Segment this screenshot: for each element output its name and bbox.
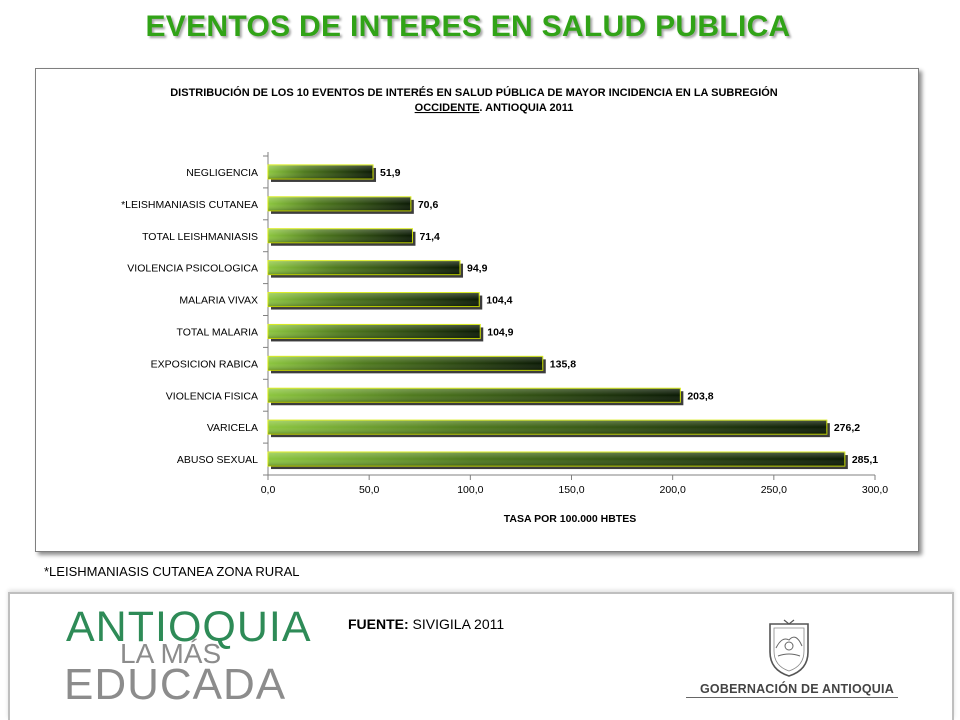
category-label: ABUSO SEXUAL bbox=[177, 454, 258, 466]
x-tick-label: 50,0 bbox=[359, 484, 380, 496]
category-label: *LEISHMANIASIS CUTANEA bbox=[121, 199, 258, 211]
logo-la-mas: LA MÁS bbox=[120, 638, 222, 669]
chart-title-region: OCCIDENTE bbox=[415, 102, 480, 114]
government-name: GOBERNACIÓN DE ANTIOQUIA bbox=[700, 682, 894, 696]
bar-highlight bbox=[268, 292, 480, 307]
coat-of-arms-icon bbox=[769, 619, 809, 677]
source-note: FUENTE: SIVIGILA 2011 bbox=[348, 616, 504, 632]
bar-highlight bbox=[268, 260, 461, 275]
source-value: SIVIGILA 2011 bbox=[408, 616, 505, 632]
slide-title: EVENTOS DE INTERES EN SALUD PUBLICA bbox=[145, 10, 791, 43]
category-label: NEGLIGENCIA bbox=[186, 167, 258, 179]
footer-panel bbox=[8, 592, 954, 720]
chart-title-year: . ANTIOQUIA 2011 bbox=[479, 102, 573, 114]
data-label: 203,8 bbox=[687, 390, 713, 402]
source-label: FUENTE: bbox=[348, 616, 409, 632]
x-tick-label: 100,0 bbox=[457, 484, 483, 496]
category-label: MALARIA VIVAX bbox=[179, 295, 258, 307]
chart-frame: DISTRIBUCIÓN DE LOS 10 EVENTOS DE INTERÉ… bbox=[35, 68, 919, 552]
data-label: 276,2 bbox=[834, 422, 860, 434]
chart-title-line1: DISTRIBUCIÓN DE LOS 10 EVENTOS DE INTERÉ… bbox=[170, 86, 778, 99]
bar-highlight bbox=[268, 356, 543, 371]
data-label: 71,4 bbox=[419, 231, 440, 243]
bar-highlight bbox=[268, 452, 845, 467]
data-label: 51,9 bbox=[380, 167, 401, 179]
category-label: EXPOSICION RABICA bbox=[151, 358, 258, 370]
category-label: TOTAL MALARIA bbox=[177, 326, 259, 338]
data-label: 104,9 bbox=[487, 326, 513, 338]
chart-title-line2: OCCIDENTE. ANTIOQUIA 2011 bbox=[415, 102, 574, 114]
x-axis-label: TASA POR 100.000 HBTES bbox=[504, 513, 636, 525]
bar-highlight bbox=[268, 388, 681, 403]
footnote: *LEISHMANIASIS CUTANEA ZONA RURAL bbox=[44, 564, 300, 579]
x-tick-label: 150,0 bbox=[558, 484, 584, 496]
bar-highlight bbox=[268, 420, 827, 435]
logo-antioquia: ANTIOQUIA bbox=[66, 603, 312, 651]
data-label: 70,6 bbox=[418, 199, 439, 211]
category-label: VIOLENCIA FISICA bbox=[166, 390, 258, 402]
plot-area: 0,0 50,0 100,0 150,0 200,0 250,0 300,0 NEGLIGEN… bbox=[121, 152, 888, 496]
data-label: 104,4 bbox=[486, 295, 512, 307]
bar-highlight bbox=[268, 228, 413, 243]
x-tick-label: 250,0 bbox=[761, 484, 787, 496]
bar-highlight bbox=[268, 164, 374, 179]
category-label: VARICELA bbox=[207, 422, 258, 434]
category-label: TOTAL LEISHMANIASIS bbox=[142, 231, 258, 243]
category-label: VIOLENCIA PSICOLOGICA bbox=[127, 263, 258, 275]
x-tick-label: 300,0 bbox=[862, 484, 888, 496]
bar-highlight bbox=[268, 196, 411, 211]
government-underline bbox=[686, 697, 898, 698]
x-tick-label: 200,0 bbox=[660, 484, 686, 496]
bar-chart: DISTRIBUCIÓN DE LOS 10 EVENTOS DE INTERÉ… bbox=[121, 86, 888, 525]
data-label: 285,1 bbox=[852, 454, 878, 466]
logo-educada: EDUCADA bbox=[64, 660, 287, 709]
data-label: 135,8 bbox=[550, 358, 576, 370]
bar-highlight bbox=[268, 324, 481, 339]
x-tick-label: 0,0 bbox=[261, 484, 276, 496]
data-label: 94,9 bbox=[467, 263, 488, 275]
